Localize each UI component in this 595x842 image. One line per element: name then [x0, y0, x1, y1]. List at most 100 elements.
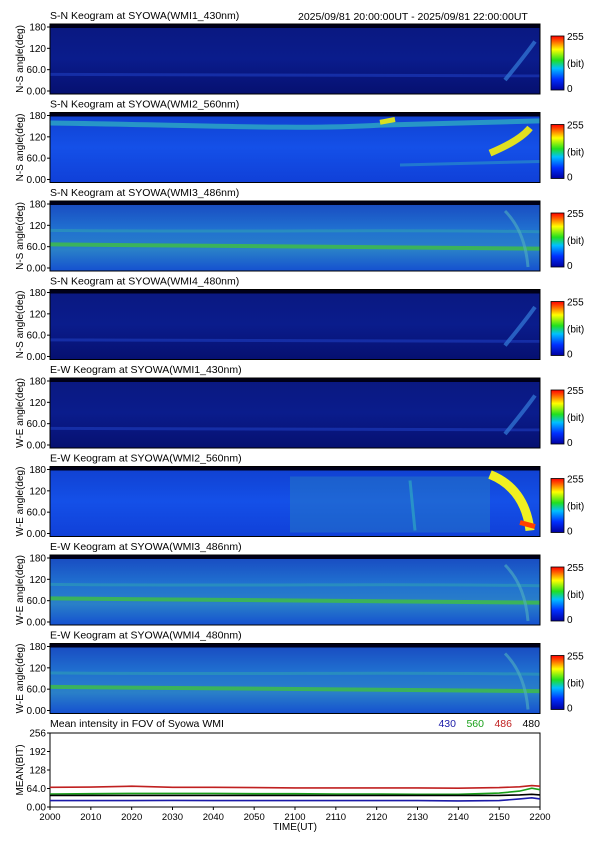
panel-title: E-W Keogram at SYOWA(WMI4_480nm)	[50, 630, 242, 642]
panel-title: S-N Keogram at SYOWA(WMI1_430nm)	[50, 10, 239, 22]
colorbar	[550, 655, 565, 710]
keogram-features	[49, 40, 541, 82]
colorbar	[550, 212, 565, 268]
colorbar-min: 0	[567, 261, 573, 272]
colorbar-unit: (bit)	[567, 679, 584, 690]
colorbar-max: 255	[567, 121, 584, 132]
y-axis-label: W-E angle(deg)	[15, 555, 26, 625]
y-tick-label: 128	[29, 766, 46, 777]
y-tick-label: 60.0	[27, 596, 47, 607]
colorbar	[550, 566, 565, 622]
y-tick-label: 0.00	[27, 803, 47, 814]
panel-title: S-N Keogram at SYOWA(WMI3_486nm)	[50, 187, 239, 199]
keogram-edge	[50, 466, 540, 471]
y-tick-label: 180	[29, 288, 46, 299]
x-tick-label: 2130	[407, 812, 428, 823]
mean-intensity-chart: Mean intensity in FOV of Syowa WMI 480 486…	[15, 718, 551, 833]
colorbar-max: 255	[567, 209, 584, 220]
x-tick-label: 2200	[529, 812, 550, 823]
legend-entry: 430	[438, 718, 456, 730]
y-tick-label: 192	[29, 747, 46, 758]
keogram-image	[50, 555, 540, 625]
colorbar-max: 255	[567, 652, 584, 663]
keogram-features	[49, 394, 541, 436]
colorbar-min: 0	[567, 704, 573, 715]
header-datetime: 2025/09/81 20:00:00UT - 2025/09/81 22:00…	[298, 11, 528, 23]
keogram-features	[49, 117, 541, 167]
y-axis-label: W-E angle(deg)	[15, 467, 26, 537]
y-tick-label: 120	[29, 44, 46, 55]
colorbar-min: 0	[567, 527, 573, 538]
y-tick-label: 60.0	[27, 154, 47, 165]
legend-entry: 480	[522, 718, 540, 730]
y-tick-label: 180	[29, 642, 46, 653]
colorbar-min: 0	[567, 350, 573, 361]
keogram-edge	[50, 378, 540, 382]
colorbar	[550, 478, 565, 533]
x-tick-label: 2040	[203, 812, 224, 823]
series-line-560	[49, 787, 541, 796]
colorbar	[550, 389, 565, 445]
legend-entry: 486	[494, 718, 512, 730]
colorbar	[550, 301, 565, 356]
y-tick-label: 180	[29, 23, 46, 34]
panel-title: S-N Keogram at SYOWA(WMI2_560nm)	[50, 99, 239, 111]
y-axis-label: MEAN(BIT)	[15, 744, 26, 795]
keogram-frame	[49, 466, 541, 537]
x-tick-label: 2020	[121, 812, 142, 823]
keogram-image	[50, 289, 540, 360]
keogram-features	[49, 305, 541, 347]
keogram-panel: S-N Keogram at SYOWA(WMI3_486nm) 180 120 60…	[15, 187, 584, 275]
x-tick-label: 2010	[80, 812, 101, 823]
y-tick-label: 120	[29, 398, 46, 409]
y-tick-label: 180	[29, 554, 46, 565]
keogram-panel: S-N Keogram at SYOWA(WMI2_560nm) 180 120 60…	[15, 99, 584, 187]
keogram-frame	[49, 554, 541, 626]
keogram-image	[50, 643, 540, 714]
series-line-430	[50, 796, 541, 802]
colorbar-min: 0	[567, 173, 573, 184]
colorbar	[550, 35, 565, 91]
keogram-panel: S-N Keogram at SYOWA(WMI4_480nm) 180 120 60…	[15, 276, 584, 364]
y-tick-label: 60.0	[27, 508, 47, 519]
y-tick-label: 120	[29, 221, 46, 232]
y-axis-label: N-S angle(deg)	[15, 291, 26, 359]
keogram-image	[50, 24, 540, 94]
y-tick-label: 180	[29, 111, 46, 122]
y-tick-label: 60.0	[27, 685, 47, 696]
keogram-frame	[49, 23, 541, 95]
colorbar-unit: (bit)	[567, 590, 584, 601]
keogram-features	[49, 563, 541, 622]
y-tick-label: 0.00	[27, 264, 47, 275]
keogram-image	[50, 466, 540, 537]
y-tick-label: 120	[29, 486, 46, 497]
colorbar-max: 255	[567, 298, 584, 309]
keogram-features	[290, 470, 536, 533]
keogram-image	[50, 378, 540, 448]
x-axis-label: TIME(UT)	[273, 822, 317, 833]
y-tick-label: 0.00	[27, 441, 47, 452]
y-tick-label: 0.00	[27, 175, 47, 186]
colorbar-unit: (bit)	[567, 325, 584, 336]
keogram-panel: E-W Keogram at SYOWA(WMI1_430nm) 180 120 60…	[15, 364, 584, 452]
panel-title: S-N Keogram at SYOWA(WMI4_480nm)	[50, 276, 239, 288]
x-tick-label: 2120	[366, 812, 387, 823]
keogram-edge	[50, 643, 540, 648]
y-tick-label: 180	[29, 200, 46, 211]
x-tick-label: 2150	[489, 812, 510, 823]
colorbar-unit: (bit)	[567, 236, 584, 247]
y-tick-label: 0.00	[27, 87, 47, 98]
keogram-panel: E-W Keogram at SYOWA(WMI2_560nm) 180 120 60…	[15, 453, 584, 541]
colorbar-max: 255	[567, 386, 584, 397]
keogram-frame	[49, 643, 541, 714]
keogram-edge	[50, 555, 540, 559]
y-tick-label: 180	[29, 465, 46, 476]
y-tick-label: 0.00	[27, 618, 47, 629]
x-tick-label: 2050	[244, 812, 265, 823]
keogram-panel: E-W Keogram at SYOWA(WMI3_486nm) 180 120 60…	[15, 541, 584, 629]
colorbar-unit: (bit)	[567, 59, 584, 70]
keogram-frame	[49, 377, 541, 449]
keogram-frame	[49, 112, 541, 183]
keogram-edge	[50, 24, 540, 28]
